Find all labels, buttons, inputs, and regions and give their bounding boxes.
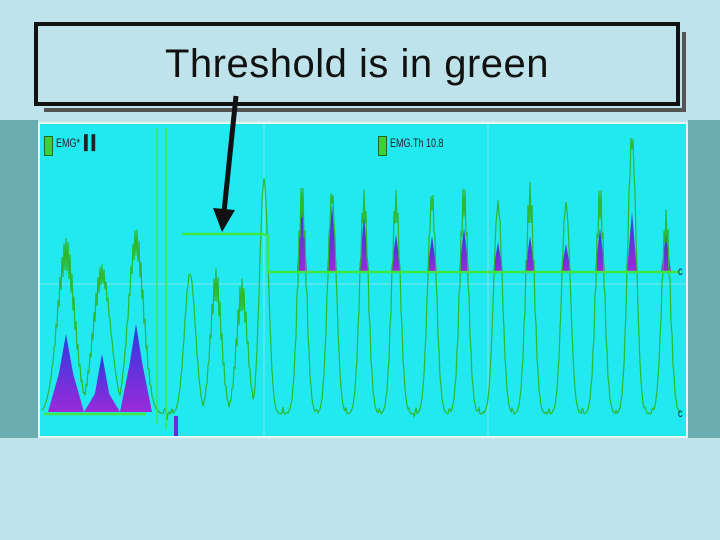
burst-fill xyxy=(120,324,152,412)
spike-fill xyxy=(327,204,337,272)
burst-fill xyxy=(48,334,84,412)
spike-fill xyxy=(427,236,437,272)
spike-fill xyxy=(627,212,637,272)
suprathreshold-fills xyxy=(48,192,671,412)
side-band-right xyxy=(688,120,720,438)
slide-title: Threshold is in green xyxy=(164,41,550,86)
spike-fill xyxy=(391,234,401,272)
spike-fill xyxy=(525,236,535,272)
channel1-label: EMG* xyxy=(56,136,81,150)
title-box: Threshold is in green xyxy=(34,22,686,112)
spike-fill xyxy=(661,234,671,272)
right-marker-top: c xyxy=(678,264,683,278)
emg-trace-plot xyxy=(40,124,686,436)
burst-fill xyxy=(84,354,120,412)
emg-signal-trace xyxy=(41,137,681,420)
channel2-indicator xyxy=(378,136,387,156)
channel1-value-block: ▌▌ xyxy=(84,134,99,150)
side-band-left xyxy=(0,120,38,438)
right-marker-bottom: c xyxy=(678,406,683,420)
marker-block xyxy=(174,416,178,436)
spike-fill xyxy=(493,242,503,272)
spike-fill xyxy=(459,228,469,272)
spike-fill xyxy=(595,228,605,272)
channel2-label: EMG.Th 10.8 xyxy=(390,136,444,150)
channel1-indicator xyxy=(44,136,53,156)
spike-fill xyxy=(297,192,307,272)
spike-fill xyxy=(561,244,571,272)
threshold-line xyxy=(182,232,680,274)
emg-scope-panel: EMG* ▌▌ EMG.Th 10.8 c c xyxy=(38,122,688,438)
